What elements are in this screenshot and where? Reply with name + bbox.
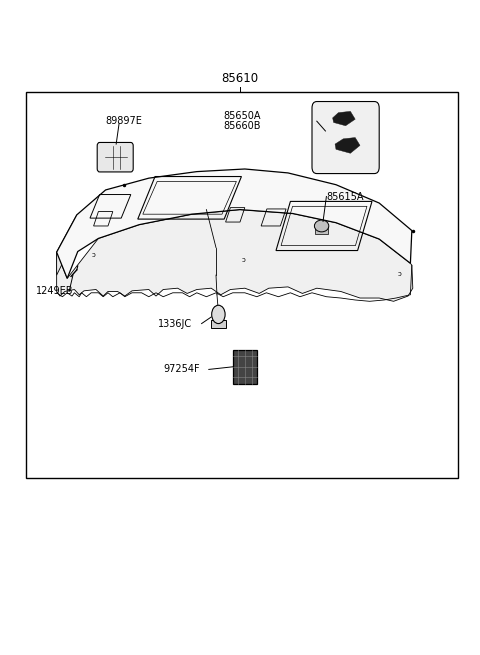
Polygon shape [333,111,355,126]
Circle shape [212,305,225,324]
Polygon shape [335,138,360,153]
Text: ɔ: ɔ [92,252,96,259]
Text: ɔ: ɔ [242,257,246,263]
Text: 1249EB: 1249EB [36,286,73,297]
FancyBboxPatch shape [97,143,133,172]
Text: 85610: 85610 [221,72,259,85]
Bar [26,92,458,478]
Text: 1336JC: 1336JC [158,318,192,329]
Text: 85660B: 85660B [223,121,261,132]
Text: 85615A: 85615A [326,191,364,202]
Text: 85650A: 85650A [223,111,261,121]
Polygon shape [57,215,77,275]
Text: 89897E: 89897E [106,116,143,126]
Text: 97254F: 97254F [163,364,200,375]
Bar [211,320,226,328]
Ellipse shape [314,220,329,232]
FancyBboxPatch shape [312,102,379,174]
Bar [315,226,328,234]
Text: ɔ: ɔ [397,271,401,277]
Polygon shape [57,210,413,301]
Bar [233,350,257,384]
Polygon shape [57,169,412,278]
